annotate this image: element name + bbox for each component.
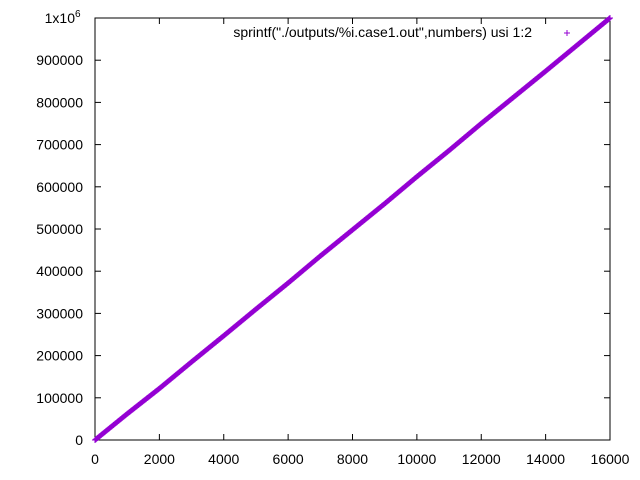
x-tick-label: 12000 (462, 451, 501, 467)
y-tick-label: 200000 (36, 348, 83, 364)
legend-label: sprintf("./outputs/%i.case1.out",numbers… (233, 24, 532, 40)
x-tick-label: 10000 (397, 451, 436, 467)
y-axis: 0 100000 200000 300000 400000 500000 600000 700… (36, 9, 610, 448)
x-tick-label: 0 (91, 451, 99, 467)
x-tick-label: 8000 (337, 451, 368, 467)
legend-marker-plus-icon (564, 30, 570, 36)
y-tick-label: 500000 (36, 221, 83, 237)
x-tick-label: 4000 (208, 451, 239, 467)
y-tick-label: 700000 (36, 137, 83, 153)
legend-plus-mark (564, 30, 570, 36)
data-series (92, 15, 613, 443)
y-tick-label: 600000 (36, 179, 83, 195)
y-tick-label: 800000 (36, 94, 83, 110)
y-tick-exponent: 6 (75, 9, 81, 20)
y-tick-label: 300000 (36, 305, 83, 321)
legend: sprintf("./outputs/%i.case1.out",numbers… (233, 24, 570, 40)
y-tick-label: 1x10 (45, 10, 76, 26)
x-tick-label: 6000 (273, 451, 304, 467)
x-axis: 0 2000 4000 6000 8000 10000 12000 14000 16000 (91, 18, 630, 467)
x-tick-label: 16000 (591, 451, 630, 467)
y-tick-label: 0 (75, 432, 83, 448)
data-point (606, 15, 613, 22)
y-tick-label: 100000 (36, 390, 83, 406)
data-point (607, 15, 613, 21)
x-tick-label: 14000 (526, 451, 565, 467)
y-tick-label: 400000 (36, 263, 83, 279)
x-tick-label: 2000 (144, 451, 175, 467)
y-tick-label: 900000 (36, 52, 83, 68)
